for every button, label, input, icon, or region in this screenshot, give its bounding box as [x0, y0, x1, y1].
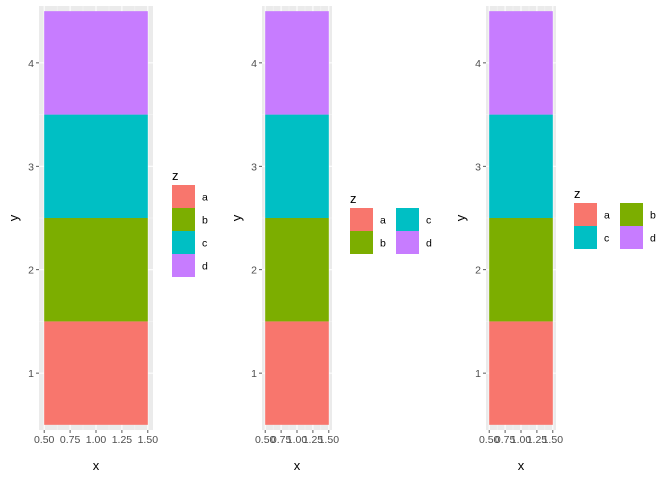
legend-label-d: d: [202, 261, 208, 273]
legend-key-b: [620, 203, 643, 226]
x-tick-label: 1.50: [138, 434, 159, 446]
x-axis-title: x: [518, 458, 525, 473]
tile-a: [44, 321, 148, 425]
legend-key-c: [172, 231, 195, 254]
legend-item-d: d: [396, 231, 432, 254]
legend-item-c: c: [396, 208, 431, 231]
tile-b: [489, 218, 553, 322]
y-tick-label: 4: [28, 58, 34, 70]
x-tick-label: 0.75: [271, 434, 292, 446]
legend-title: z: [350, 191, 357, 206]
legend-label-c: c: [604, 233, 609, 245]
legend-item-b: b: [620, 203, 656, 226]
tile-c: [265, 114, 329, 218]
legend-key-c: [396, 208, 419, 231]
x-tick-label: 1.00: [86, 434, 107, 446]
legend-label-a: a: [604, 210, 610, 222]
legend-key-a: [350, 208, 373, 231]
x-tick-label: 0.50: [34, 434, 55, 446]
y-tick-label: 2: [28, 265, 34, 277]
tile-a: [489, 321, 553, 425]
legend-item-c: c: [574, 226, 609, 249]
tile-d: [489, 11, 553, 115]
legend-item-d: d: [620, 226, 656, 249]
y-tick-label: 2: [475, 265, 481, 277]
tile-d: [265, 11, 329, 115]
x-tick-label: 1.00: [511, 434, 532, 446]
x-tick-label: 0.50: [479, 434, 500, 446]
legend: z a b c d: [574, 186, 656, 249]
legend-label-c: c: [426, 215, 431, 227]
tile-b: [265, 218, 329, 322]
legend-item-b: b: [172, 208, 208, 231]
legend-label-a: a: [380, 215, 386, 227]
legend-label-b: b: [202, 215, 208, 227]
legend: z ab cd: [350, 191, 432, 254]
legend-item-d: d: [172, 254, 208, 277]
x-tick-label: 1.50: [319, 434, 340, 446]
tile-a: [265, 321, 329, 425]
legend-title: z: [574, 186, 581, 201]
legend-label-b: b: [380, 238, 386, 250]
y-tick-label: 2: [251, 265, 257, 277]
legend-key-c: [574, 226, 597, 249]
x-axis-title: x: [93, 458, 100, 473]
y-axis-title: y: [229, 214, 244, 221]
legend-label-c: c: [202, 238, 207, 250]
x-axis-title: x: [294, 458, 301, 473]
x-tick-label: 0.75: [60, 434, 81, 446]
legend-title: z: [172, 168, 179, 183]
legend-key-a: [172, 185, 195, 208]
x-tick-label: 1.50: [543, 434, 564, 446]
y-tick-label: 4: [475, 58, 481, 70]
legend-key-b: [172, 208, 195, 231]
legend-label-a: a: [202, 192, 208, 204]
legend-item-a: a: [172, 185, 208, 208]
tile-c: [489, 114, 553, 218]
y-tick-label: 3: [475, 161, 481, 173]
x-tick-label: 0.75: [495, 434, 516, 446]
legend-key-b: [350, 231, 373, 254]
legend-item-b: b: [350, 231, 386, 254]
x-tick-label: 1.25: [112, 434, 133, 446]
tile-c: [44, 114, 148, 218]
y-tick-label: 1: [28, 368, 34, 380]
legend-label-b: b: [650, 210, 656, 222]
legend-item-c: c: [172, 231, 207, 254]
x-tick-label: 1.25: [527, 434, 548, 446]
x-tick-label: 0.50: [255, 434, 276, 446]
y-tick-label: 4: [251, 58, 257, 70]
tile-b: [44, 218, 148, 322]
legend-item-a: a: [574, 203, 610, 226]
y-axis-title: y: [6, 214, 21, 221]
x-tick-label: 1.00: [287, 434, 308, 446]
subplot-3: 0.500.751.001.251.50 1 2 3 4 x y z a b c d: [453, 6, 656, 473]
legend-label-d: d: [650, 233, 656, 245]
legend-key-a: [574, 203, 597, 226]
subplot-2: 0.500.751.001.251.50 1 2 3 4 x y z ab cd: [229, 6, 432, 473]
y-tick-label: 3: [28, 161, 34, 173]
y-tick-label: 3: [251, 161, 257, 173]
x-tick-label: 1.25: [303, 434, 324, 446]
legend-key-d: [620, 226, 643, 249]
y-tick-label: 1: [475, 368, 481, 380]
y-tick-label: 1: [251, 368, 257, 380]
legend-key-d: [172, 254, 195, 277]
legend-key-d: [396, 231, 419, 254]
legend-item-a: a: [350, 208, 386, 231]
y-axis-title: y: [453, 214, 468, 221]
tile-d: [44, 11, 148, 115]
legend-label-d: d: [426, 238, 432, 250]
